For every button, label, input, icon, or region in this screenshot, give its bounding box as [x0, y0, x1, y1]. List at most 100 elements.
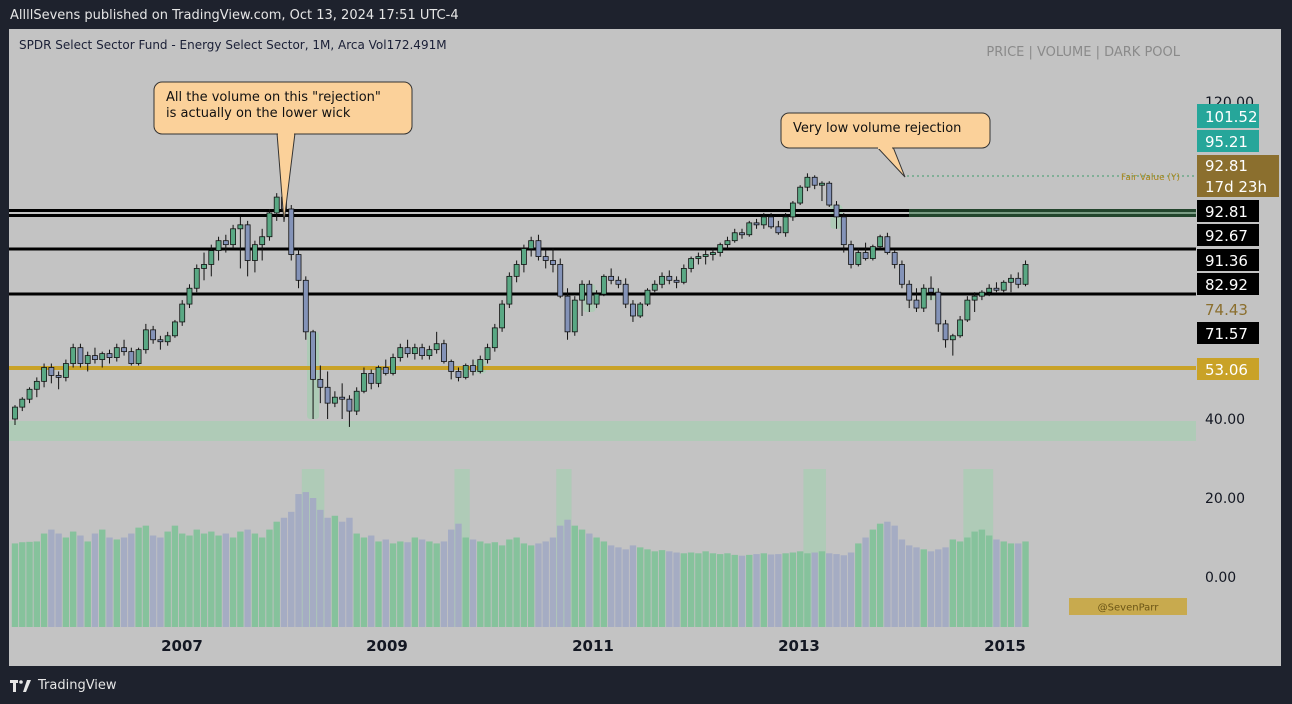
- volume-bar: [709, 553, 717, 627]
- volume-bar: [164, 531, 171, 627]
- volume-bar: [513, 537, 520, 627]
- price-volume-chart[interactable]: Fair Value (Y) @SevenParr SPDR Select Sect…: [9, 29, 1281, 666]
- candle-body: [491, 327, 498, 349]
- volume-bar: [847, 552, 855, 627]
- candle-body: [928, 287, 934, 293]
- candle-body: [331, 396, 338, 404]
- fair-value-label: Fair Value (Y): [1121, 173, 1180, 183]
- candle-body: [208, 250, 215, 265]
- publish-line: AllllSevens published on TradingView.com…: [10, 8, 459, 23]
- candle-body: [186, 287, 193, 305]
- candle-body: [317, 378, 324, 388]
- candle-body: [513, 264, 520, 277]
- candle-body: [215, 240, 222, 251]
- candle-body: [33, 380, 40, 390]
- volume-bar: [695, 553, 702, 627]
- candle-body: [368, 373, 375, 384]
- candle-body: [942, 323, 949, 341]
- candle-body: [484, 347, 491, 360]
- candle-body: [673, 279, 680, 283]
- price-label-text: 92.81: [1205, 203, 1248, 221]
- candle-body: [324, 386, 331, 404]
- callout-tail-cover: [878, 145, 892, 149]
- candle-body: [579, 283, 585, 301]
- volume-bar: [920, 549, 927, 627]
- volume-bar: [135, 527, 142, 627]
- candle-body: [571, 299, 578, 333]
- volume-bar: [557, 525, 564, 627]
- volume-bar: [927, 551, 935, 627]
- volume-bar: [978, 529, 986, 627]
- volume-bar: [906, 545, 913, 627]
- volume-bar: [498, 545, 506, 627]
- volume-bar: [55, 533, 62, 627]
- candle-body: [993, 287, 1000, 291]
- candle-body: [411, 347, 418, 355]
- candle-body: [739, 232, 745, 236]
- volume-bar: [753, 554, 760, 627]
- chart-panel[interactable]: Fair Value (Y) @SevenParr SPDR Select Sect…: [9, 29, 1281, 666]
- volume-bar: [564, 519, 571, 627]
- volume-bar: [440, 541, 448, 627]
- candle-body: [128, 351, 135, 364]
- candle-body: [680, 268, 687, 283]
- watermark-box: [1069, 598, 1187, 615]
- volume-bar: [11, 543, 19, 627]
- price-label-bg: [1197, 200, 1259, 222]
- volume-bar: [666, 551, 673, 627]
- candle-body: [688, 258, 695, 269]
- candle-body: [957, 319, 963, 337]
- volume-bar: [411, 537, 419, 627]
- volume-bar: [33, 541, 41, 627]
- price-label: 95.21: [1197, 130, 1259, 152]
- candle-body: [448, 361, 455, 372]
- volume-bar: [586, 533, 593, 627]
- volume-bar: [680, 553, 688, 627]
- price-label-text: 92.67: [1205, 227, 1248, 245]
- volume-bar: [48, 529, 55, 627]
- volume-bar: [331, 515, 339, 627]
- volume-bar: [91, 533, 99, 627]
- candle-body: [782, 216, 789, 234]
- candle-body: [840, 216, 847, 246]
- candle-body: [113, 347, 120, 358]
- candle-body: [564, 295, 571, 333]
- price-label-bg: [1197, 224, 1259, 246]
- watermark-text: @SevenParr: [1098, 603, 1160, 614]
- volume-bar: [1015, 543, 1022, 627]
- volume-bar: [251, 533, 259, 627]
- candle-body: [135, 349, 142, 364]
- candle-body: [222, 240, 229, 246]
- volume-bar: [222, 533, 230, 627]
- volume-bar: [353, 533, 360, 627]
- volume-bar: [462, 537, 469, 627]
- candle-body: [295, 254, 302, 281]
- candle-body: [804, 176, 811, 188]
- price-label-bg: [1197, 322, 1259, 344]
- volume-bar: [208, 531, 215, 627]
- candle-body: [586, 283, 593, 305]
- price-label: 17d 23h: [1197, 175, 1279, 197]
- candle-body: [717, 244, 724, 253]
- volume-bar: [782, 553, 789, 627]
- volume-bar: [338, 521, 346, 627]
- volume-bar: [418, 539, 426, 627]
- volume-bar: [767, 554, 775, 627]
- candle-body: [1000, 281, 1007, 291]
- tradingview-brand: TradingView: [38, 678, 117, 693]
- tradingview-footer[interactable]: TradingView: [10, 678, 117, 693]
- candle-body: [964, 299, 971, 321]
- volume-bar: [942, 547, 949, 627]
- price-label: 92.67: [1197, 224, 1259, 246]
- candle-body: [615, 279, 622, 285]
- volume-bar: [40, 533, 48, 627]
- volume-bar: [615, 547, 622, 627]
- volume-bar: [876, 523, 884, 627]
- price-label-bg: [1197, 298, 1259, 320]
- volume-bar: [273, 521, 280, 627]
- volume-bar: [142, 525, 150, 627]
- price-label: 82.92: [1197, 273, 1259, 295]
- candle-body: [731, 232, 738, 242]
- candle-body: [637, 303, 644, 317]
- candle-body: [891, 252, 898, 265]
